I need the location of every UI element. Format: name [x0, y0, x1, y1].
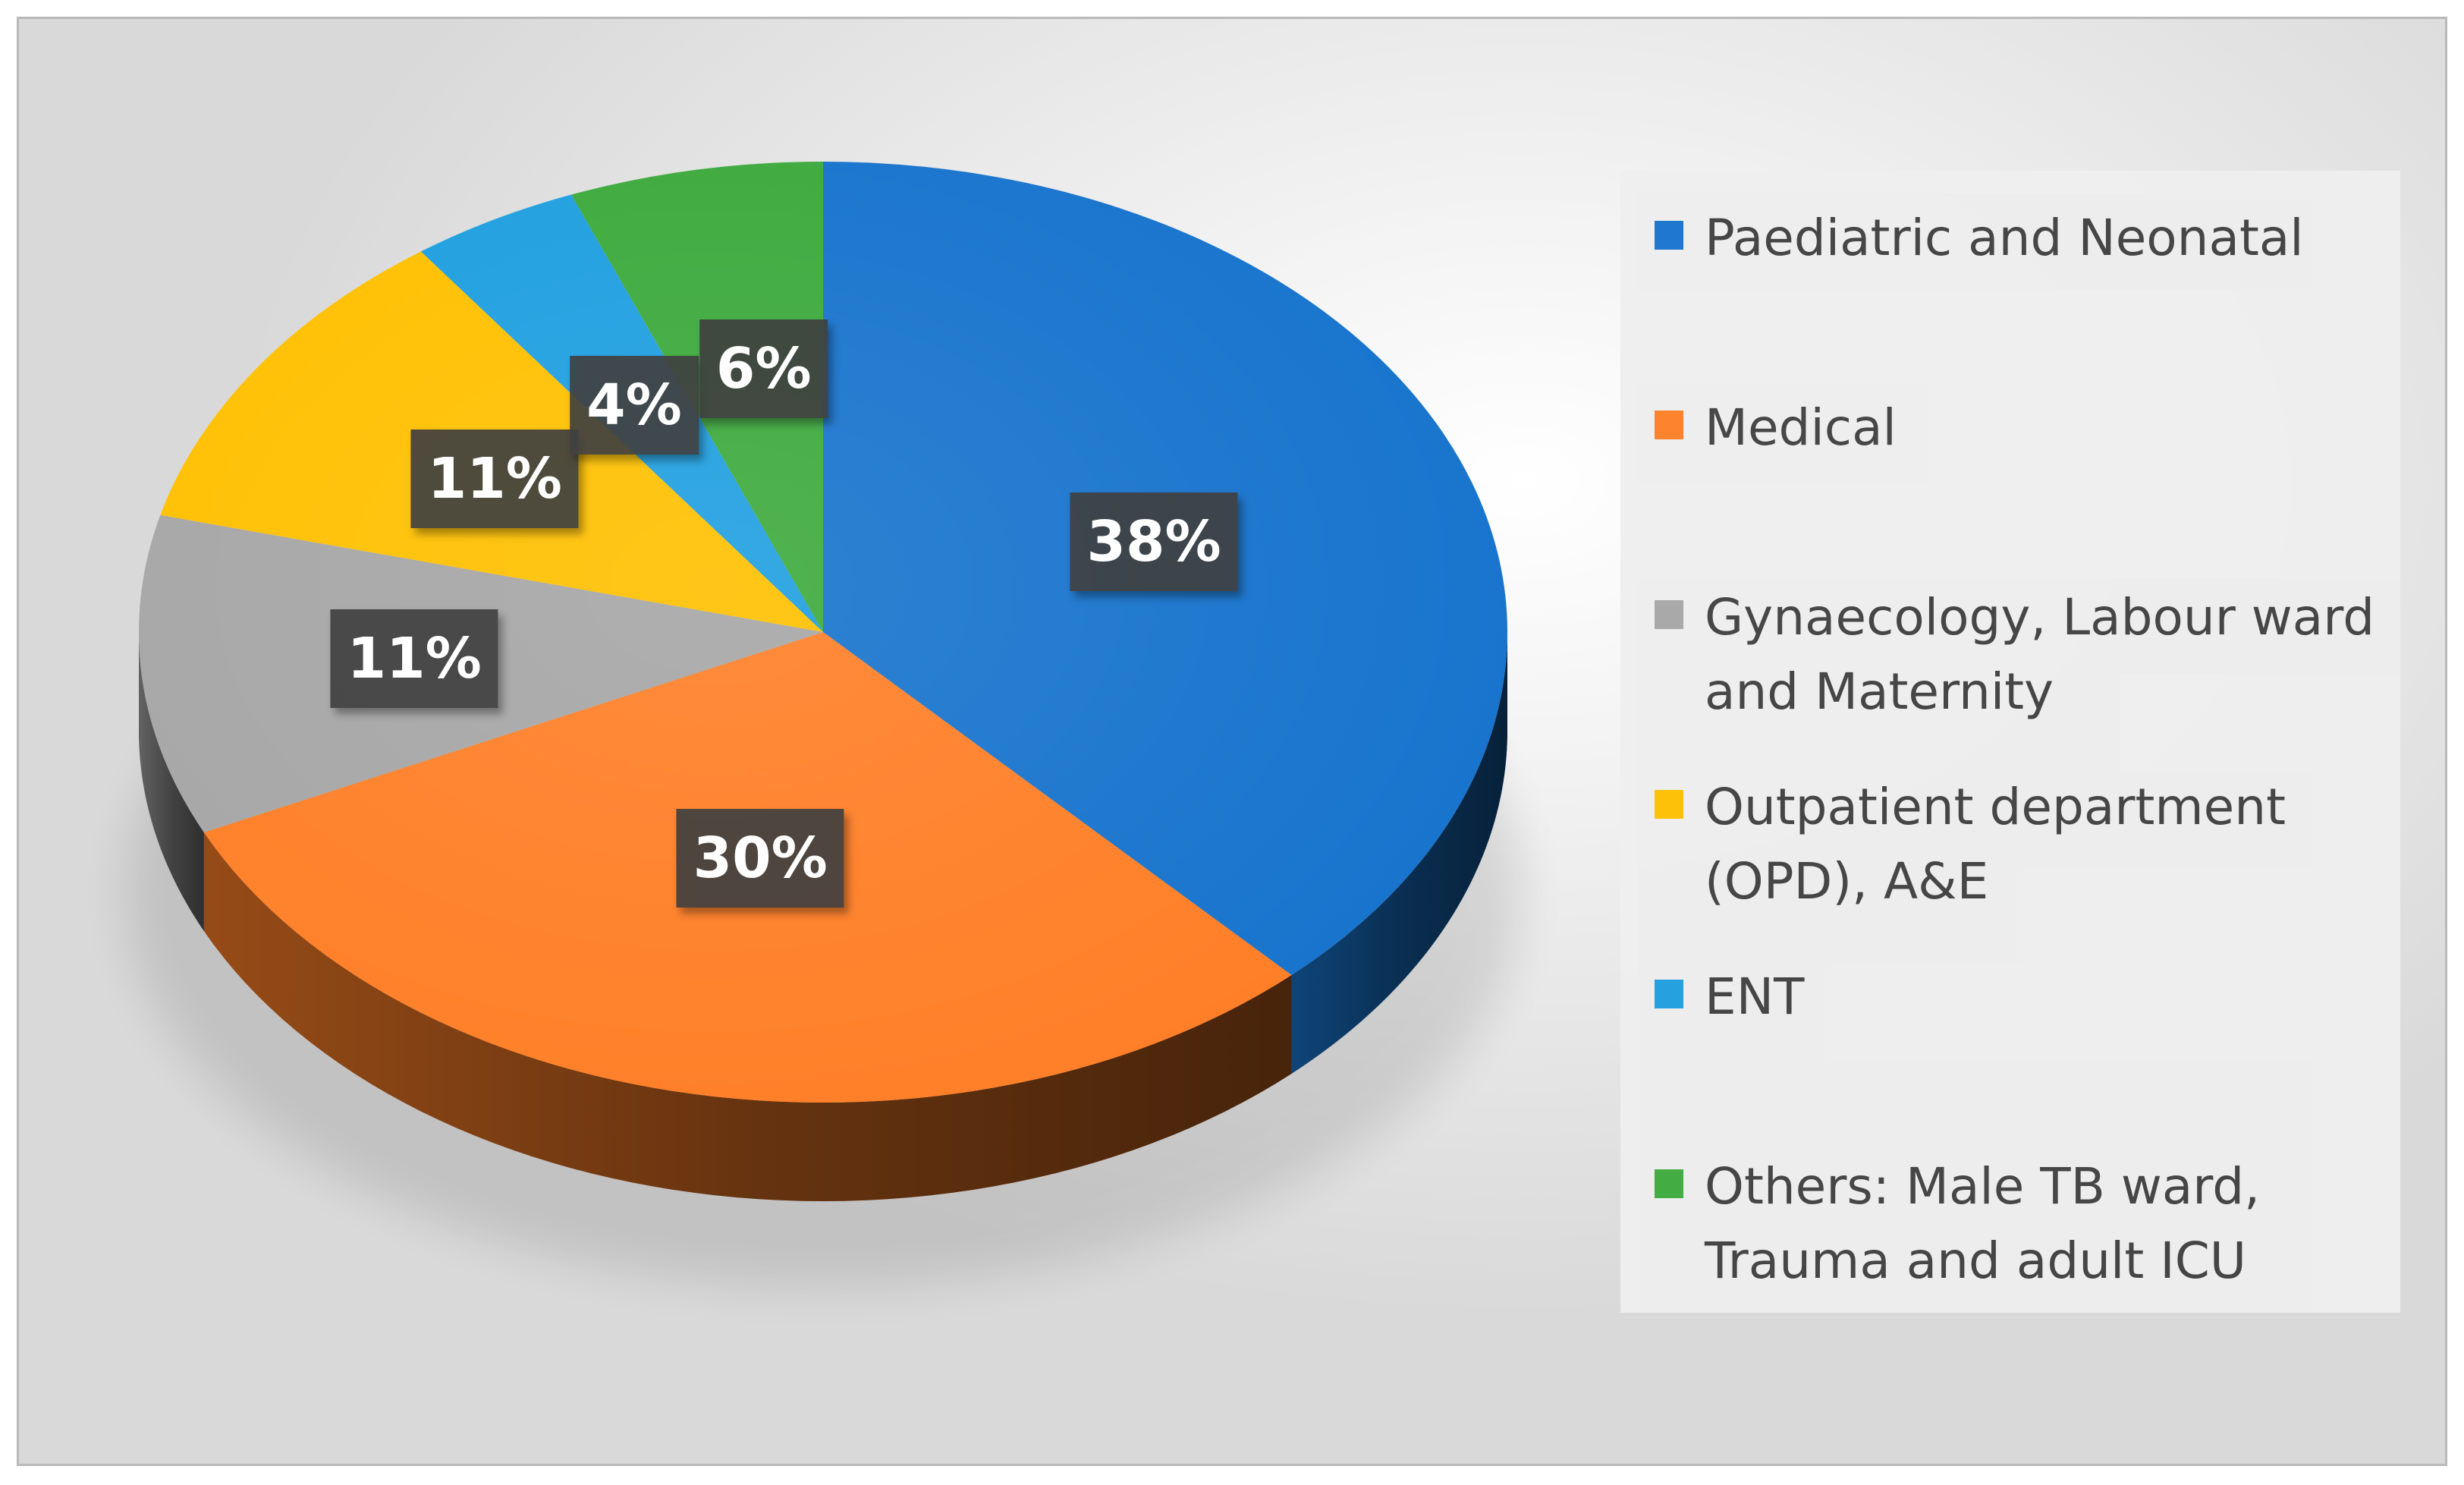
pie-sides — [139, 632, 1507, 1201]
legend-label-line: (OPD), A&E — [1705, 852, 1989, 911]
legend-label-line: Outpatient department — [1705, 778, 2286, 836]
chart-frame: 38% 30% 11% 11% 4% 6% Paediatric and Neonatal… — [17, 17, 2447, 1466]
data-label-medical: 30% — [676, 809, 844, 908]
pie-side-shade-paediatric-and-neonatal — [1291, 632, 1507, 1074]
legend-label: ENT — [1705, 960, 1804, 1034]
legend-label-line: Others: Male TB ward, — [1705, 1157, 2261, 1216]
data-label-paediatric-and-neonatal: 38% — [1070, 492, 1238, 592]
legend-label: Medical — [1705, 391, 1897, 465]
legend-label-line: Paediatric and Neonatal — [1705, 209, 2304, 267]
pie-side-shade-medical — [203, 832, 1292, 1201]
legend-item-gynaecology-labour-ward-and-maternity: Gynaecology, Labour ward and Maternity — [1655, 580, 2383, 729]
legend-label-line: ENT — [1705, 967, 1805, 1026]
legend-item-medical: Medical — [1655, 391, 2383, 465]
legend-item-ent: ENT — [1655, 960, 2383, 1034]
data-label-gynaecology-labour-ward-and-maternity: 11% — [330, 609, 498, 708]
legend-label-line: Medical — [1705, 398, 1897, 457]
legend-swatch — [1655, 980, 1683, 1008]
legend-label: Gynaecology, Labour ward and Maternity — [1705, 580, 2374, 729]
data-label-others-male-tb-ward-trauma-and-adult-icu: 6% — [699, 319, 828, 418]
legend-item-outpatient-department-opd-a-e: Outpatient department (OPD), A&E — [1655, 770, 2383, 919]
legend-swatch — [1655, 411, 1683, 439]
legend-label-line: Gynaecology, Labour ward — [1705, 588, 2375, 647]
pie-gloss — [139, 162, 1507, 1103]
legend-label: Paediatric and Neonatal — [1705, 201, 2304, 275]
legend-item-others-male-tb-ward-trauma-and-adult-icu: Others: Male TB ward, Trauma and adult IC… — [1655, 1150, 2383, 1298]
legend-label-line: Trauma and adult ICU — [1705, 1232, 2247, 1290]
legend-swatch — [1655, 1169, 1683, 1198]
legend-item-paediatric-and-neonatal: Paediatric and Neonatal — [1655, 201, 2383, 275]
legend-swatch — [1655, 790, 1683, 819]
legend-swatch — [1655, 600, 1683, 629]
data-label-ent: 4% — [570, 356, 699, 455]
legend-label: Others: Male TB ward, Trauma and adult IC… — [1705, 1150, 2260, 1298]
pie-side-shade-gynaecology-labour-ward-and-maternity — [139, 632, 204, 931]
data-label-outpatient-department-opd-a-e: 11% — [410, 429, 579, 528]
legend-label-line: and Maternity — [1705, 662, 2054, 721]
legend: Paediatric and Neonatal Medical Gynaecolog… — [1620, 171, 2400, 1313]
legend-label: Outpatient department (OPD), A&E — [1705, 770, 2286, 919]
legend-swatch — [1655, 221, 1683, 250]
